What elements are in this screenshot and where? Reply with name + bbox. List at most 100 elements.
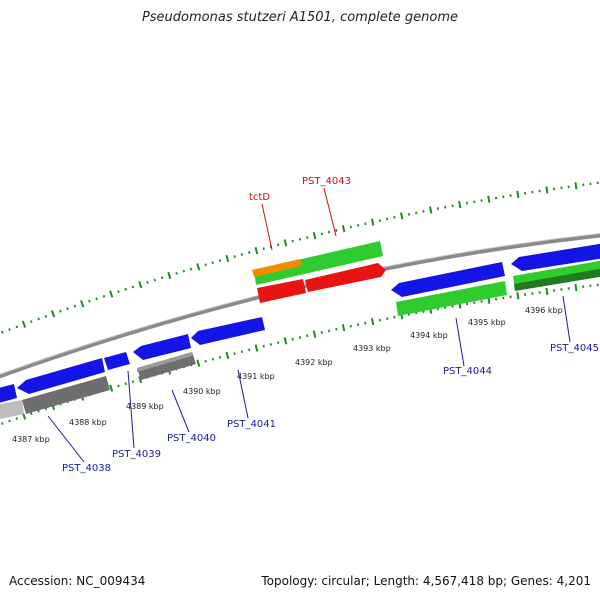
gene-label-pst-4040: PST_4040 — [167, 433, 216, 444]
gene-blue-4041 — [191, 317, 265, 345]
inner-tick-20 — [138, 375, 143, 384]
gene-blue-a — [0, 384, 17, 403]
gene-label-tctd: tctD — [249, 192, 270, 203]
outer-tick-17 — [117, 290, 120, 293]
outer-tick-30 — [211, 261, 215, 265]
inner-tick-31 — [218, 355, 222, 359]
inner-tick-1 — [1, 422, 4, 425]
outer-tick-47 — [335, 228, 338, 232]
outer-tick-57 — [407, 213, 411, 216]
outer-tick-24 — [167, 271, 172, 280]
outer-tick-32 — [225, 254, 230, 263]
outer-tick-56 — [400, 212, 404, 220]
inner-tick-49 — [349, 324, 352, 328]
inner-tick-43 — [306, 334, 309, 338]
tick-label-4387: 4387 kbp — [12, 435, 50, 444]
tick-label-4392: 4392 kbp — [295, 358, 333, 367]
outer-tick-48 — [341, 225, 346, 233]
outer-tick-15 — [102, 294, 106, 298]
inner-tick-2 — [8, 419, 11, 423]
inner-tick-17 — [117, 384, 120, 388]
gene-green-4044 — [396, 281, 507, 316]
outer-tick-49 — [349, 225, 352, 229]
inner-tick-34 — [240, 350, 244, 354]
outer-tick-53 — [378, 219, 381, 222]
gene-label-pst-4038: PST_4038 — [62, 463, 111, 474]
outer-tick-72 — [516, 190, 520, 199]
inner-tick-50 — [356, 323, 360, 326]
outer-tick-76 — [545, 186, 549, 194]
label-leaders-red — [261, 187, 337, 251]
outer-tick-6 — [37, 317, 40, 321]
outer-tick-13 — [88, 299, 91, 303]
inner-tick-38 — [269, 343, 273, 346]
outer-tick-43 — [306, 236, 309, 239]
inner-tick-33 — [233, 352, 236, 355]
inner-tick-36 — [254, 344, 259, 352]
inner-tick-29 — [204, 359, 207, 363]
outer-tick-34 — [240, 253, 244, 256]
gene-green-4045-shade — [514, 268, 600, 291]
inner-tick-47 — [335, 327, 338, 331]
outer-tick-60 — [429, 206, 433, 214]
inner-tick-45 — [320, 331, 323, 334]
outer-tick-42 — [298, 237, 302, 241]
outer-tick-3 — [15, 325, 19, 329]
inner-tick-19 — [131, 380, 135, 384]
gene-red-4043 — [305, 263, 386, 292]
inner-tick-ring — [1, 283, 599, 425]
inner-tick-54 — [386, 317, 389, 320]
outer-tick-16 — [109, 290, 114, 298]
inner-tick-72 — [516, 292, 520, 300]
gene-label-pst-4044: PST_4044 — [443, 366, 492, 377]
outer-tick-4 — [21, 320, 27, 328]
tick-label-4389: 4389 kbp — [126, 402, 164, 411]
outer-tick-51 — [364, 222, 367, 226]
gene-blue-4038 — [17, 358, 105, 394]
outer-tick-19 — [131, 285, 135, 289]
gene-orange-tctD — [252, 259, 302, 277]
page-title: Pseudomonas stutzeri A1501, complete gen… — [141, 10, 459, 25]
outer-tick-1 — [0, 330, 4, 334]
outer-tick-20 — [138, 280, 143, 289]
gene-red-tctD — [257, 279, 306, 303]
outer-tick-9 — [59, 309, 62, 313]
tick-label-4388: 4388 kbp — [69, 418, 107, 427]
outer-tick-28 — [196, 263, 201, 271]
gene-label-pst-4043: PST_4043 — [302, 176, 351, 187]
gene-label-pst-4039: PST_4039 — [112, 449, 161, 460]
outer-tick-68 — [487, 195, 491, 203]
gene-blue-4040 — [133, 334, 191, 360]
tick-label-4396: 4396 kbp — [525, 306, 563, 315]
gene-blue-4044 — [391, 262, 505, 297]
outer-tick-23 — [160, 276, 164, 280]
outer-tick-55 — [393, 216, 396, 219]
outer-tick-14 — [95, 297, 98, 301]
accession-label: Accession: NC_009434 — [9, 574, 146, 588]
gene-label-pst-4041: PST_4041 — [227, 419, 276, 430]
outer-tick-26 — [182, 269, 186, 273]
inner-tick-35 — [248, 348, 251, 352]
gene-gray-4040-shade — [137, 352, 192, 372]
outer-tick-40 — [283, 239, 288, 247]
outer-tick-54 — [386, 217, 389, 221]
inner-tick-48 — [341, 324, 346, 332]
inner-tick-40 — [283, 337, 288, 345]
outer-tick-45 — [320, 232, 323, 236]
tick-label-4395: 4395 kbp — [468, 318, 506, 327]
outer-tick-67 — [480, 199, 483, 202]
outer-tick-21 — [146, 280, 149, 284]
inner-tick-52 — [370, 317, 375, 326]
outer-tick-64 — [458, 200, 462, 209]
outer-tick-50 — [356, 223, 360, 227]
outer-tick-11 — [73, 304, 77, 308]
outer-tick-80 — [574, 182, 578, 190]
genome-summary: Topology: circular; Length: 4,567,418 bp… — [261, 574, 591, 588]
outer-tick-18 — [124, 287, 127, 291]
tick-label-4390: 4390 kbp — [183, 387, 221, 396]
outer-tick-10 — [66, 307, 69, 311]
outer-tick-7 — [44, 314, 48, 318]
inner-tick-53 — [378, 318, 381, 322]
inner-tick-37 — [262, 344, 265, 348]
